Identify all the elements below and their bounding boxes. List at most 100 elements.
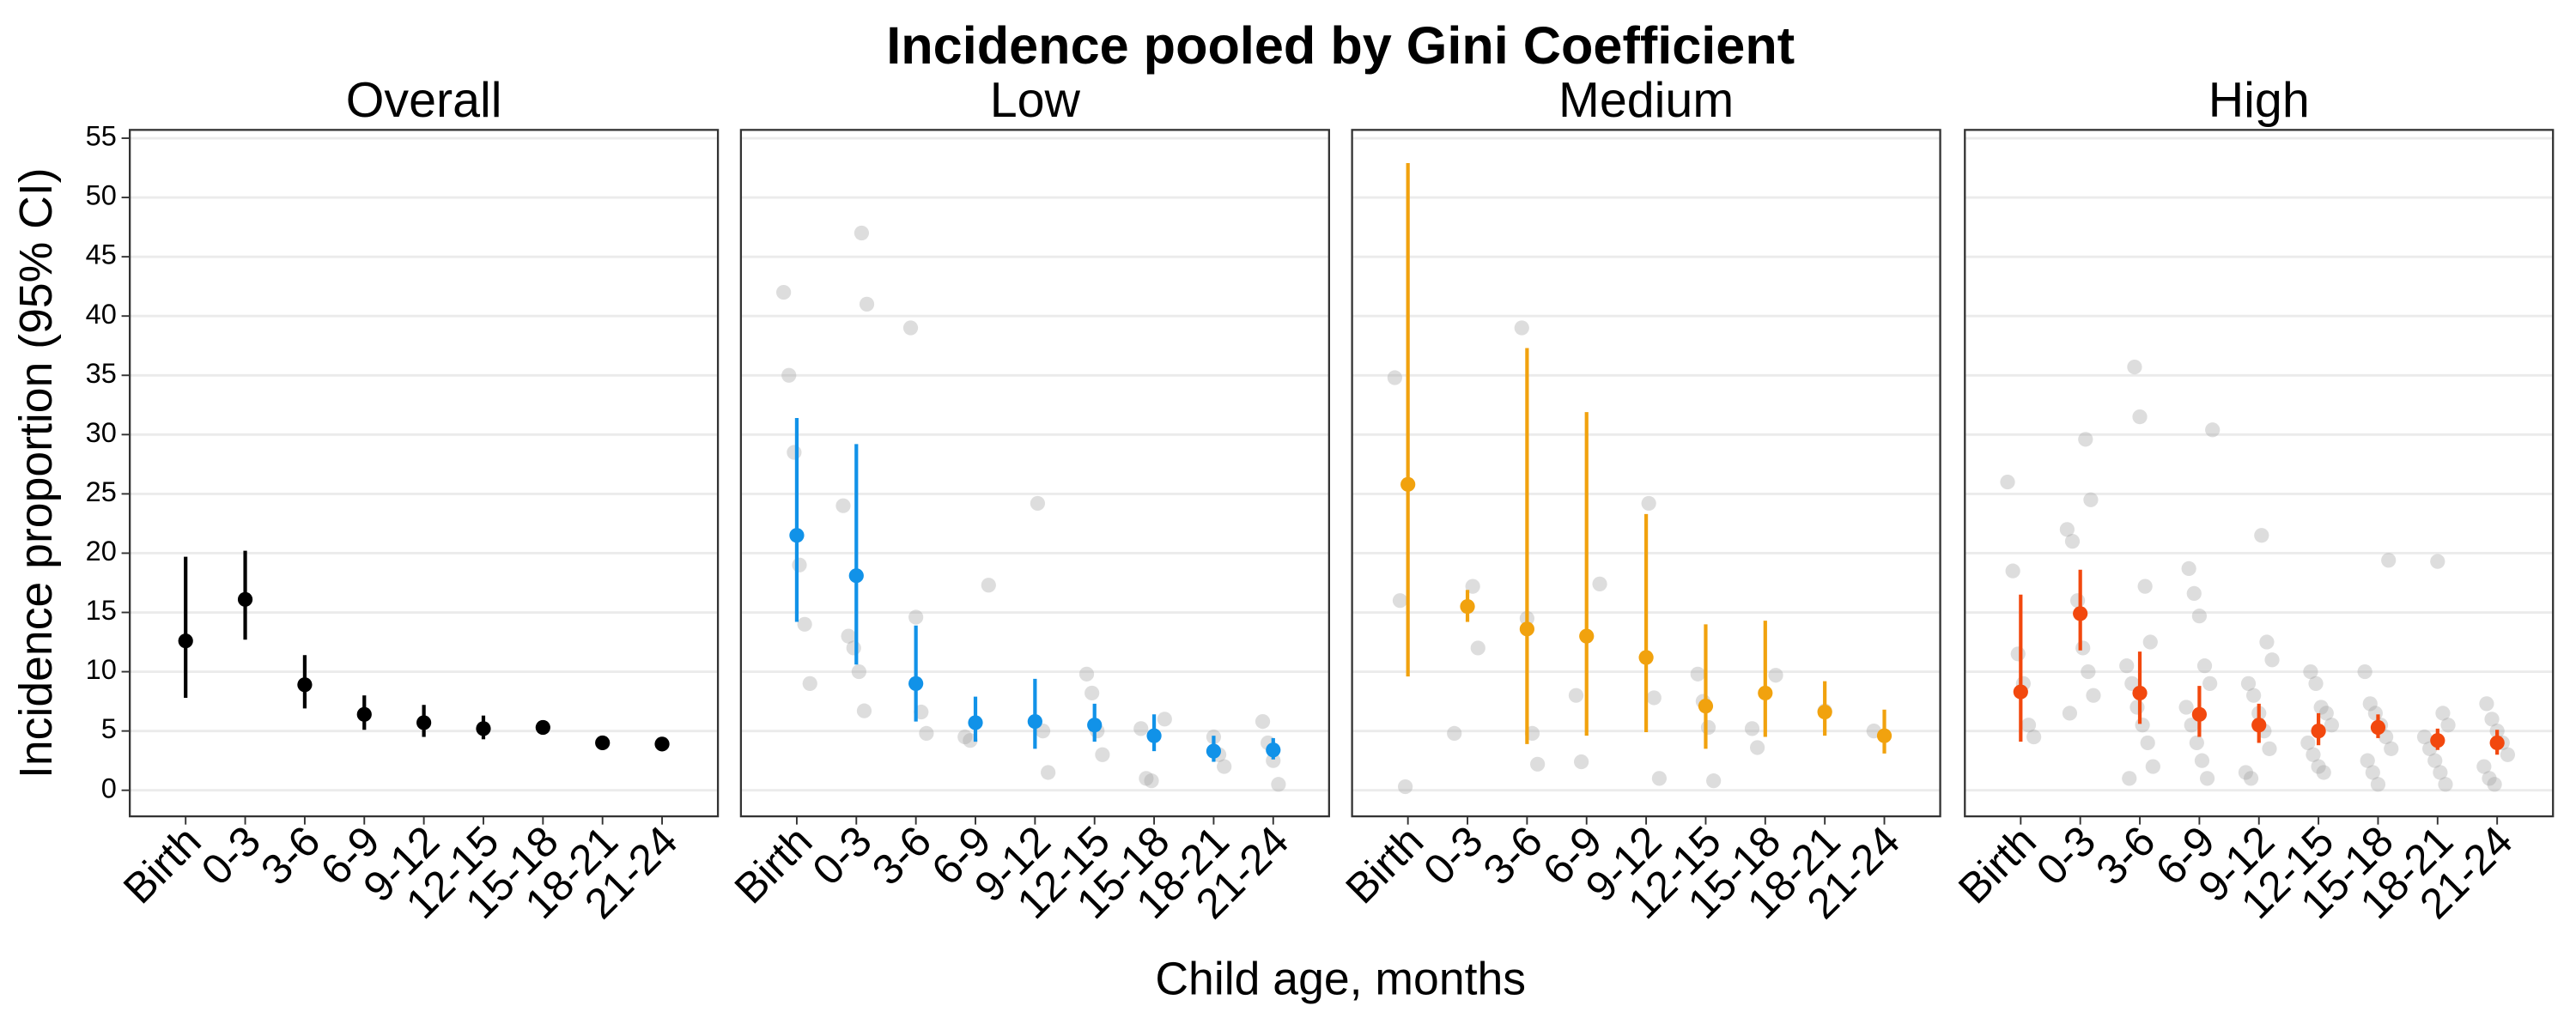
raw-point (2484, 712, 2500, 727)
raw-point (2083, 492, 2099, 507)
raw-point (1744, 721, 1760, 736)
estimate-point (2073, 606, 2088, 621)
raw-point (2362, 696, 2378, 712)
estimate-point (2489, 735, 2505, 751)
estimate-point (297, 677, 313, 693)
raw-point (1690, 666, 1705, 682)
raw-point (2137, 579, 2153, 594)
raw-point (2135, 718, 2150, 733)
panel-title: Overall (346, 73, 502, 128)
x-axis-label: Child age, months (1155, 954, 1526, 1004)
raw-point (2357, 663, 2372, 680)
y-tick-label: 50 (86, 180, 117, 211)
raw-point (2000, 474, 2015, 490)
raw-point (2122, 771, 2137, 786)
raw-point (1095, 747, 1110, 762)
raw-point (2202, 676, 2218, 691)
raw-point (2086, 688, 2101, 703)
raw-point (835, 498, 851, 513)
raw-point (2026, 729, 2042, 745)
raw-point (1574, 754, 1589, 770)
y-tick-label: 40 (86, 299, 117, 330)
raw-point (1266, 753, 1281, 768)
raw-point (2438, 777, 2453, 792)
raw-point (2194, 753, 2210, 768)
raw-point (2440, 718, 2456, 733)
estimate-point (1698, 699, 1714, 714)
raw-point (2127, 359, 2142, 375)
raw-point (787, 445, 802, 460)
raw-point (2433, 765, 2448, 780)
panel-border (739, 129, 1330, 818)
raw-point (2300, 735, 2316, 751)
estimate-point (1519, 621, 1534, 637)
raw-point (2178, 700, 2194, 715)
estimate-point (1817, 704, 1832, 720)
raw-point (1700, 719, 1716, 736)
estimate-point (1087, 718, 1103, 733)
raw-point (2487, 777, 2502, 792)
estimate-point (789, 528, 805, 543)
estimate-point (535, 719, 550, 736)
y-tick-label: 30 (86, 417, 117, 448)
raw-point (1641, 495, 1656, 512)
panel-border (1964, 129, 2555, 818)
estimate-point (1206, 743, 1222, 759)
y-tick-label: 20 (86, 536, 117, 566)
estimate-point (1638, 650, 1654, 665)
y-tick-label: 5 (101, 713, 117, 744)
estimate-point (848, 568, 864, 584)
y-tick-label: 15 (86, 595, 117, 626)
raw-point (2259, 634, 2275, 650)
raw-point (2427, 753, 2443, 768)
raw-point (2062, 706, 2078, 721)
raw-point (1271, 777, 1286, 792)
raw-point (1255, 713, 1271, 730)
raw-point (2360, 753, 2375, 768)
raw-point (2318, 706, 2334, 721)
estimate-point (1400, 476, 1416, 492)
raw-point (2196, 658, 2213, 674)
raw-point (1139, 771, 1154, 786)
raw-point (2070, 593, 2086, 609)
raw-point (2205, 422, 2221, 438)
raw-point (2181, 560, 2196, 577)
raw-point (1030, 495, 1046, 512)
raw-point (2140, 735, 2155, 751)
raw-point (1447, 725, 1462, 742)
estimate-point (1146, 728, 1162, 743)
estimate-point (968, 715, 983, 730)
raw-point (781, 367, 797, 383)
raw-point (2238, 765, 2254, 780)
raw-point (981, 578, 996, 593)
raw-point (2500, 747, 2516, 762)
raw-point (2384, 741, 2399, 756)
estimate-point (416, 715, 432, 730)
raw-point (2005, 563, 2020, 579)
estimate-point (2251, 718, 2267, 733)
raw-point (957, 729, 973, 745)
estimate-point (654, 736, 670, 752)
raw-point (2246, 688, 2262, 703)
raw-point (2435, 706, 2451, 721)
estimate-point (1266, 742, 1281, 758)
estimate-point (908, 676, 924, 691)
raw-point (2303, 663, 2318, 680)
estimate-point (2132, 685, 2148, 701)
raw-point (2064, 534, 2081, 549)
raw-point (2316, 765, 2331, 780)
estimate-point (1876, 728, 1893, 743)
raw-point (1470, 640, 1485, 656)
estimate-point (2370, 719, 2386, 736)
raw-point (2313, 700, 2329, 715)
estimate-point (356, 706, 372, 722)
raw-point (1133, 721, 1149, 736)
raw-point (2189, 735, 2204, 751)
raw-point (1651, 771, 1668, 786)
estimate-point (595, 735, 611, 751)
raw-point (802, 676, 817, 691)
raw-point (2191, 609, 2207, 624)
raw-point (776, 284, 792, 300)
raw-point (2264, 652, 2280, 668)
